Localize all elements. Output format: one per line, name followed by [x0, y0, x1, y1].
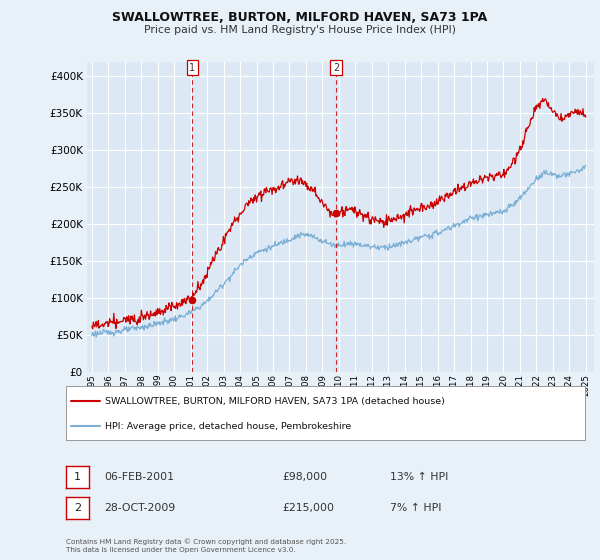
Text: HPI: Average price, detached house, Pembrokeshire: HPI: Average price, detached house, Pemb… [105, 422, 351, 431]
Text: 13% ↑ HPI: 13% ↑ HPI [390, 472, 448, 482]
Text: SWALLOWTREE, BURTON, MILFORD HAVEN, SA73 1PA (detached house): SWALLOWTREE, BURTON, MILFORD HAVEN, SA73… [105, 397, 445, 406]
Text: 28-OCT-2009: 28-OCT-2009 [104, 503, 175, 513]
Text: SWALLOWTREE, BURTON, MILFORD HAVEN, SA73 1PA: SWALLOWTREE, BURTON, MILFORD HAVEN, SA73… [112, 11, 488, 24]
Text: 2: 2 [333, 63, 339, 73]
Text: 2: 2 [74, 503, 81, 513]
Text: Price paid vs. HM Land Registry's House Price Index (HPI): Price paid vs. HM Land Registry's House … [144, 25, 456, 35]
Text: Contains HM Land Registry data © Crown copyright and database right 2025.
This d: Contains HM Land Registry data © Crown c… [66, 538, 346, 553]
Text: £215,000: £215,000 [282, 503, 334, 513]
Text: 06-FEB-2001: 06-FEB-2001 [104, 472, 174, 482]
Text: 1: 1 [74, 472, 81, 482]
Text: £98,000: £98,000 [282, 472, 327, 482]
Text: 7% ↑ HPI: 7% ↑ HPI [390, 503, 442, 513]
Text: 1: 1 [189, 63, 196, 73]
